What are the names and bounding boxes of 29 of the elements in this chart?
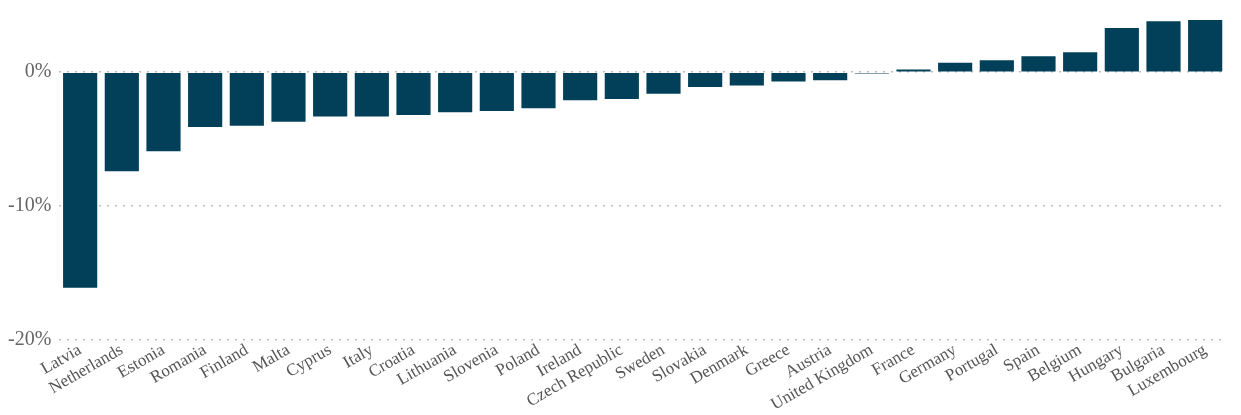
bar [479, 72, 514, 112]
bar [146, 72, 181, 152]
bar [604, 72, 639, 99]
bar [1104, 28, 1139, 72]
bar [1063, 52, 1098, 72]
bar [771, 72, 806, 82]
bar [813, 72, 848, 81]
bar [979, 60, 1014, 72]
bar [396, 72, 431, 116]
bar [563, 72, 598, 101]
bar [63, 72, 98, 288]
bar [521, 72, 556, 109]
bar [1021, 56, 1056, 72]
bar [438, 72, 473, 113]
bar [271, 72, 306, 122]
bar [229, 72, 264, 126]
bar [646, 72, 681, 94]
bar [729, 72, 764, 86]
bar [938, 62, 973, 72]
bar [1188, 20, 1223, 72]
bar [1146, 21, 1181, 72]
bar [688, 72, 723, 87]
y-tick-label: 0% [24, 59, 52, 82]
y-tick-label: -20% [7, 327, 52, 350]
y-tick-label: -10% [7, 193, 52, 216]
bar [313, 72, 348, 117]
bar [104, 72, 139, 172]
bar [354, 72, 389, 117]
bar [188, 72, 223, 128]
